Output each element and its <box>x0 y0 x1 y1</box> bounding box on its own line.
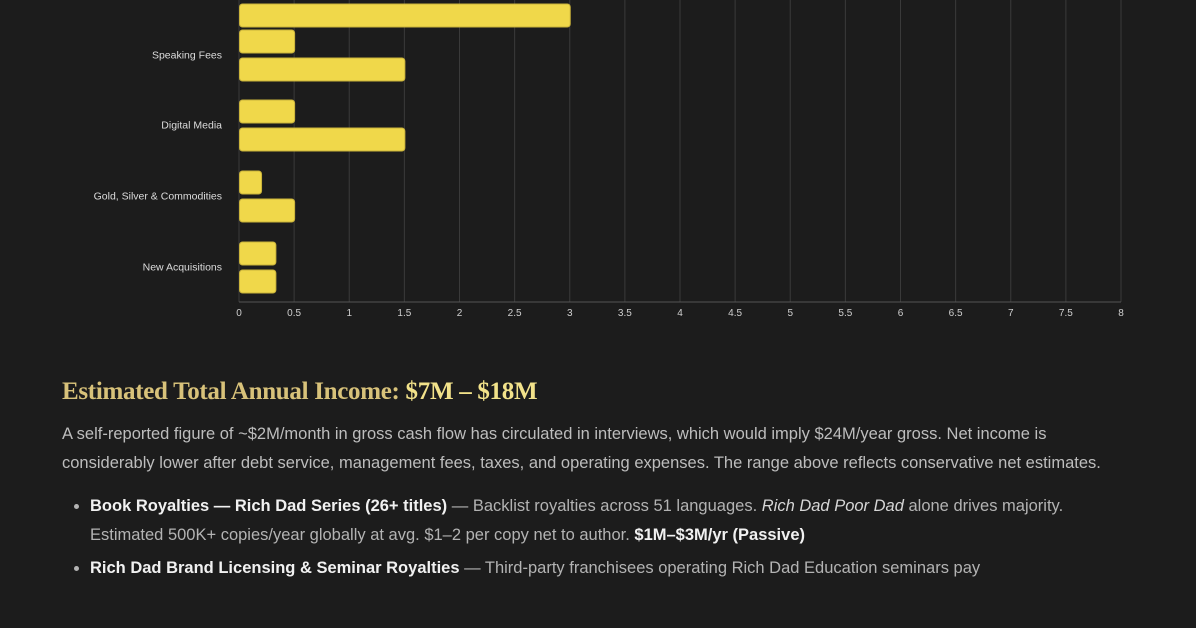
bar <box>239 241 277 266</box>
x-tick-label: 0 <box>236 308 242 319</box>
income-bar-chart: 0 0.5 1 1.5 2 2.5 3 3.5 4 4.5 5 5.5 6 6.5 7 7.5 8 Speakin… <box>94 0 1124 319</box>
x-tick-label: 4.5 <box>728 308 742 319</box>
x-tick-label: 6.5 <box>949 308 963 319</box>
x-tick-label: 1.5 <box>397 308 411 319</box>
item-title: Book Royalties — Rich Dad Series (26+ ti… <box>90 497 448 515</box>
heading-label: Estimated Total Annual Income: <box>62 378 400 405</box>
x-tick-label: 3.5 <box>618 308 632 319</box>
bar <box>239 57 406 82</box>
bar <box>239 198 296 223</box>
heading-amount: $7M – $18M <box>405 378 538 405</box>
item-italic: Rich Dad Poor Dad <box>761 497 904 515</box>
x-tick-label: 6 <box>898 308 904 319</box>
bar <box>239 127 406 152</box>
category-label: Speaking Fees <box>152 50 222 62</box>
x-tick-label: 3 <box>567 308 573 319</box>
bar <box>239 29 296 54</box>
income-sources-list: Book Royalties — Rich Dad Series (26+ ti… <box>62 492 1122 583</box>
item-text: alone drives majority. Estimated 500K+ c… <box>90 497 1064 544</box>
x-tick-label: 0.5 <box>287 308 301 319</box>
x-tick-label: 1 <box>346 308 352 319</box>
bar <box>239 99 296 124</box>
x-tick-label: 5 <box>787 308 793 319</box>
income-summary: Estimated Total Annual Income: $7M – $18… <box>62 378 1122 587</box>
category-label: Gold, Silver & Commodities <box>94 191 222 203</box>
item-title: Rich Dad Brand Licensing & Seminar Royal… <box>90 559 460 577</box>
category-label: New Acquisitions <box>143 262 222 274</box>
category-label: Digital Media <box>161 120 222 132</box>
list-item: Rich Dad Brand Licensing & Seminar Royal… <box>90 554 1122 583</box>
item-text: — Third-party franchisees operating Rich… <box>459 559 981 577</box>
bar <box>239 3 571 28</box>
x-tick-label: 8 <box>1118 308 1124 319</box>
list-item: Book Royalties — Rich Dad Series (26+ ti… <box>90 492 1122 550</box>
x-tick-label: 4 <box>677 308 683 319</box>
total-income-heading: Estimated Total Annual Income: $7M – $18… <box>62 378 1122 406</box>
x-tick-label: 2 <box>457 308 463 319</box>
x-tick-label: 5.5 <box>838 308 852 319</box>
bar <box>239 269 277 294</box>
bar <box>239 170 263 195</box>
x-tick-label: 2.5 <box>508 308 522 319</box>
item-text: — Backlist royalties across 51 languages… <box>447 497 762 515</box>
income-description: A self-reported figure of ~$2M/month in … <box>62 425 1101 472</box>
x-tick-label: 7 <box>1008 308 1014 319</box>
x-tick-label: 7.5 <box>1059 308 1073 319</box>
item-value: $1M–$3M/yr (Passive) <box>634 526 805 544</box>
